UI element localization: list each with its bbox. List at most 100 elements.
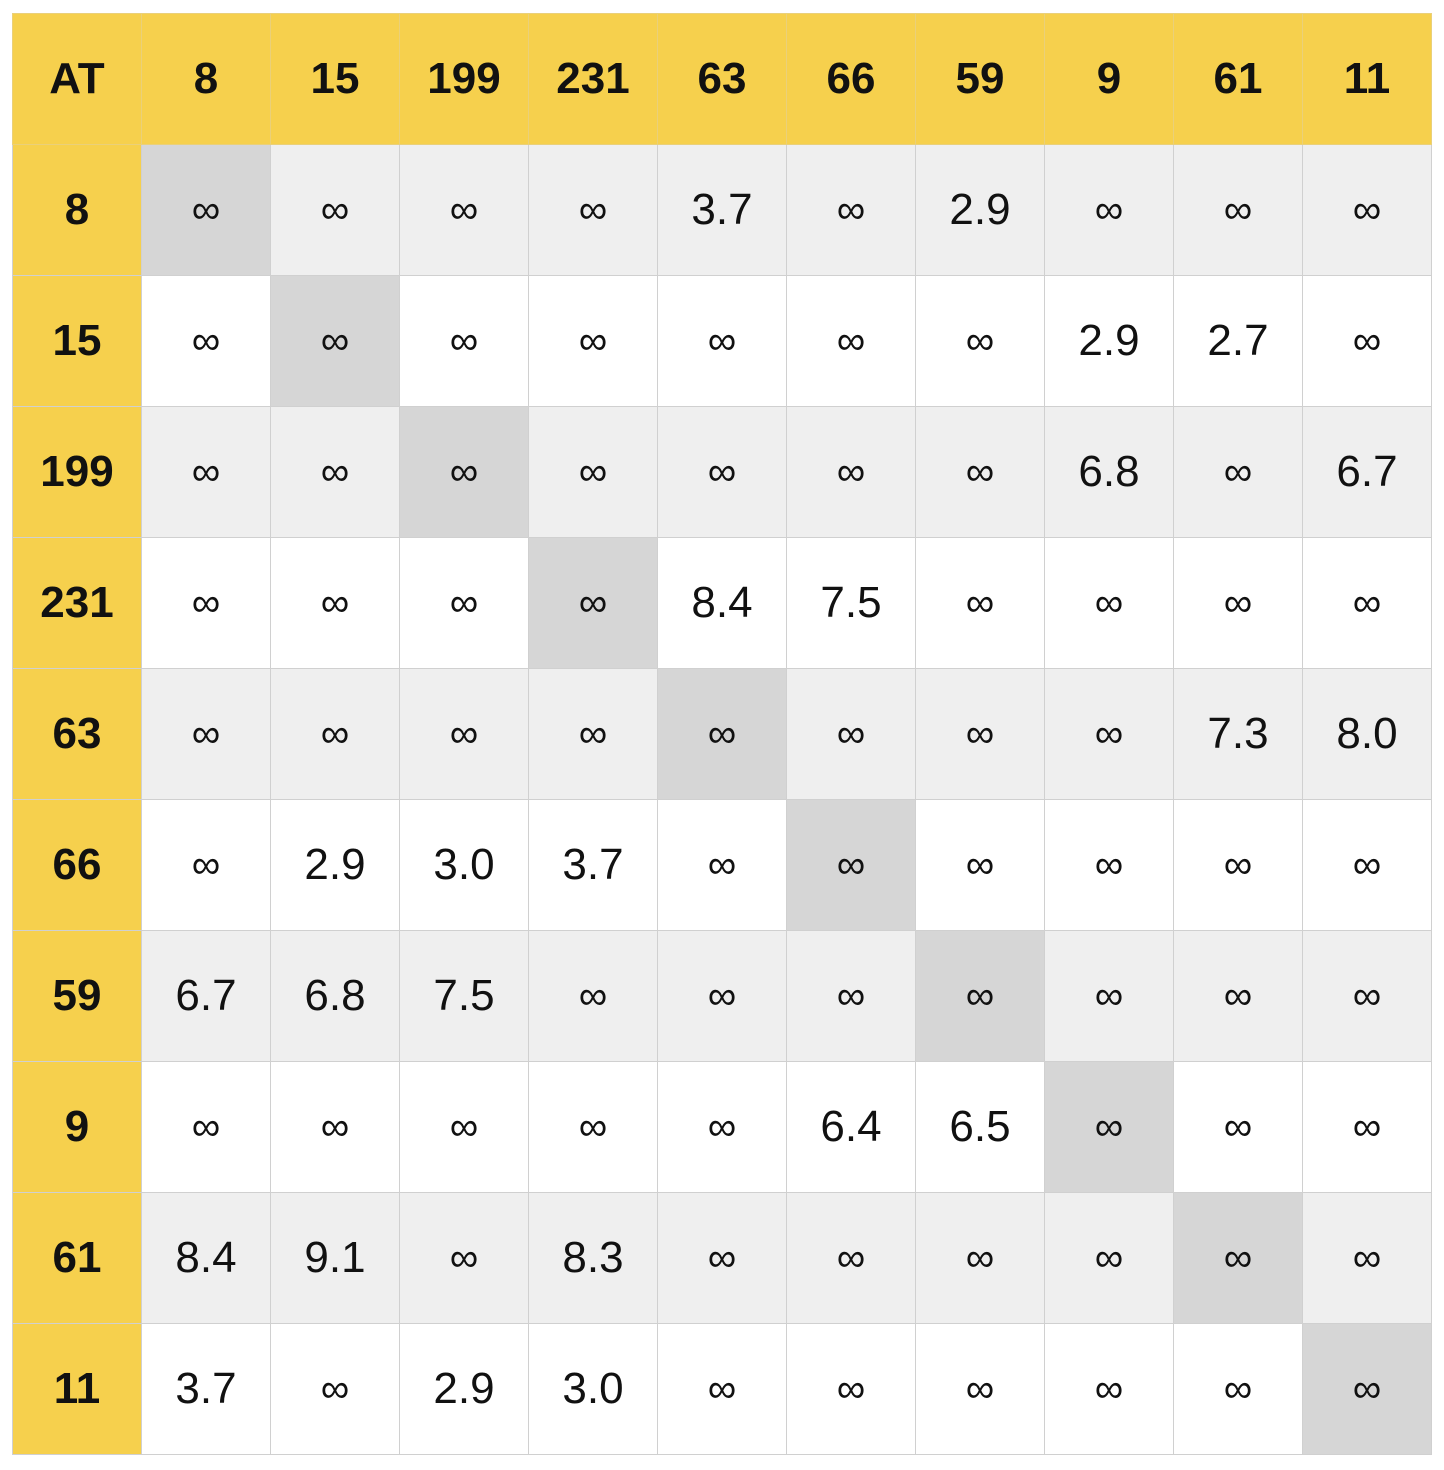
table-cell: ∞ [399,1192,529,1324]
table-cell: ∞ [141,537,271,669]
table-row: 15 ∞ ∞ ∞ ∞ ∞ ∞ ∞ 2.9 2.7 ∞ [12,275,1432,407]
table-cell: ∞ [1044,799,1174,931]
table-cell: ∞ [1173,406,1303,538]
table-cell: ∞ [399,668,529,800]
diagonal-cell: ∞ [141,144,271,276]
table-cell: ∞ [1302,930,1432,1062]
row-header: 8 [12,144,142,276]
table-cell: ∞ [657,1192,787,1324]
table-cell: ∞ [270,144,400,276]
table-cell: ∞ [1302,799,1432,931]
table-cell: ∞ [657,1061,787,1193]
table-row: 59 6.7 6.8 7.5 ∞ ∞ ∞ ∞ ∞ ∞ ∞ [12,930,1432,1062]
table-cell: ∞ [1173,930,1303,1062]
table-cell: ∞ [786,1192,916,1324]
table-cell: ∞ [915,1323,1045,1455]
table-row: 199 ∞ ∞ ∞ ∞ ∞ ∞ ∞ 6.8 ∞ 6.7 [12,406,1432,538]
table-cell: ∞ [1173,1061,1303,1193]
column-header: 199 [399,13,529,145]
column-header: 59 [915,13,1045,145]
diagonal-cell: ∞ [528,537,658,669]
table-cell: ∞ [1173,799,1303,931]
table-cell: ∞ [270,537,400,669]
table-cell: 6.8 [270,930,400,1062]
table-cell: ∞ [657,799,787,931]
table-cell: ∞ [1173,537,1303,669]
table-cell: 2.9 [270,799,400,931]
table-cell: ∞ [270,406,400,538]
row-header: 63 [12,668,142,800]
table-cell: ∞ [1302,1192,1432,1324]
table-row: 8 ∞ ∞ ∞ ∞ 3.7 ∞ 2.9 ∞ ∞ ∞ [12,144,1432,276]
diagonal-cell: ∞ [786,799,916,931]
table-cell: ∞ [786,406,916,538]
table-cell: 3.0 [399,799,529,931]
table-cell: ∞ [1044,1192,1174,1324]
table-cell: 8.4 [657,537,787,669]
table-cell: ∞ [528,275,658,407]
table-row: 66 ∞ 2.9 3.0 3.7 ∞ ∞ ∞ ∞ ∞ ∞ [12,799,1432,931]
table-cell: ∞ [270,668,400,800]
table-cell: ∞ [786,275,916,407]
diagonal-cell: ∞ [1044,1061,1174,1193]
table-cell: 6.7 [1302,406,1432,538]
table-cell: ∞ [399,275,529,407]
table-cell: ∞ [786,1323,916,1455]
table-cell: ∞ [915,799,1045,931]
row-header: 11 [12,1323,142,1455]
corner-label: AT [12,13,142,145]
table-cell: ∞ [528,144,658,276]
column-header: 63 [657,13,787,145]
table-cell: ∞ [915,406,1045,538]
distance-matrix-table: AT 8 15 199 231 63 66 59 9 61 11 8 ∞ ∞ ∞ ∞ 3.7 ∞ 2.9 ∞ ∞ ∞ 15 ∞… [12,13,1432,1455]
row-header: 15 [12,275,142,407]
table-cell: ∞ [657,406,787,538]
row-header: 199 [12,406,142,538]
matrix-body: AT 8 15 199 231 63 66 59 9 61 11 8 ∞ ∞ ∞ ∞ 3.7 ∞ 2.9 ∞ ∞ ∞ 15 ∞… [12,13,1432,1455]
table-cell: ∞ [1173,1323,1303,1455]
table-cell: ∞ [1044,144,1174,276]
table-row: 63 ∞ ∞ ∞ ∞ ∞ ∞ ∞ ∞ 7.3 8.0 [12,668,1432,800]
table-cell: 6.7 [141,930,271,1062]
table-cell: ∞ [1044,1323,1174,1455]
column-header: 66 [786,13,916,145]
table-cell: 7.5 [786,537,916,669]
table-cell: ∞ [1302,144,1432,276]
table-cell: ∞ [1302,537,1432,669]
table-cell: ∞ [915,668,1045,800]
header-row: AT 8 15 199 231 63 66 59 9 61 11 [12,13,1432,145]
table-row: 11 3.7 ∞ 2.9 3.0 ∞ ∞ ∞ ∞ ∞ ∞ [12,1323,1432,1455]
column-header: 9 [1044,13,1174,145]
table-cell: ∞ [657,930,787,1062]
table-cell: ∞ [786,144,916,276]
table-cell: ∞ [270,1061,400,1193]
diagonal-cell: ∞ [399,406,529,538]
table-cell: 2.9 [399,1323,529,1455]
table-cell: ∞ [141,406,271,538]
table-cell: 8.3 [528,1192,658,1324]
table-cell: ∞ [141,668,271,800]
table-cell: ∞ [1302,275,1432,407]
table-cell: ∞ [1302,1061,1432,1193]
column-header: 8 [141,13,271,145]
table-cell: ∞ [915,275,1045,407]
table-cell: 8.0 [1302,668,1432,800]
table-cell: ∞ [528,1061,658,1193]
column-header: 231 [528,13,658,145]
table-cell: ∞ [1173,144,1303,276]
table-cell: 8.4 [141,1192,271,1324]
row-header: 231 [12,537,142,669]
table-cell: ∞ [141,1061,271,1193]
diagonal-cell: ∞ [1302,1323,1432,1455]
column-header: 15 [270,13,400,145]
table-cell: ∞ [915,1192,1045,1324]
table-cell: 6.4 [786,1061,916,1193]
diagonal-cell: ∞ [915,930,1045,1062]
table-cell: 6.8 [1044,406,1174,538]
table-cell: ∞ [528,406,658,538]
table-cell: ∞ [657,275,787,407]
diagonal-cell: ∞ [1173,1192,1303,1324]
table-cell: ∞ [786,930,916,1062]
row-header: 59 [12,930,142,1062]
table-cell: 9.1 [270,1192,400,1324]
